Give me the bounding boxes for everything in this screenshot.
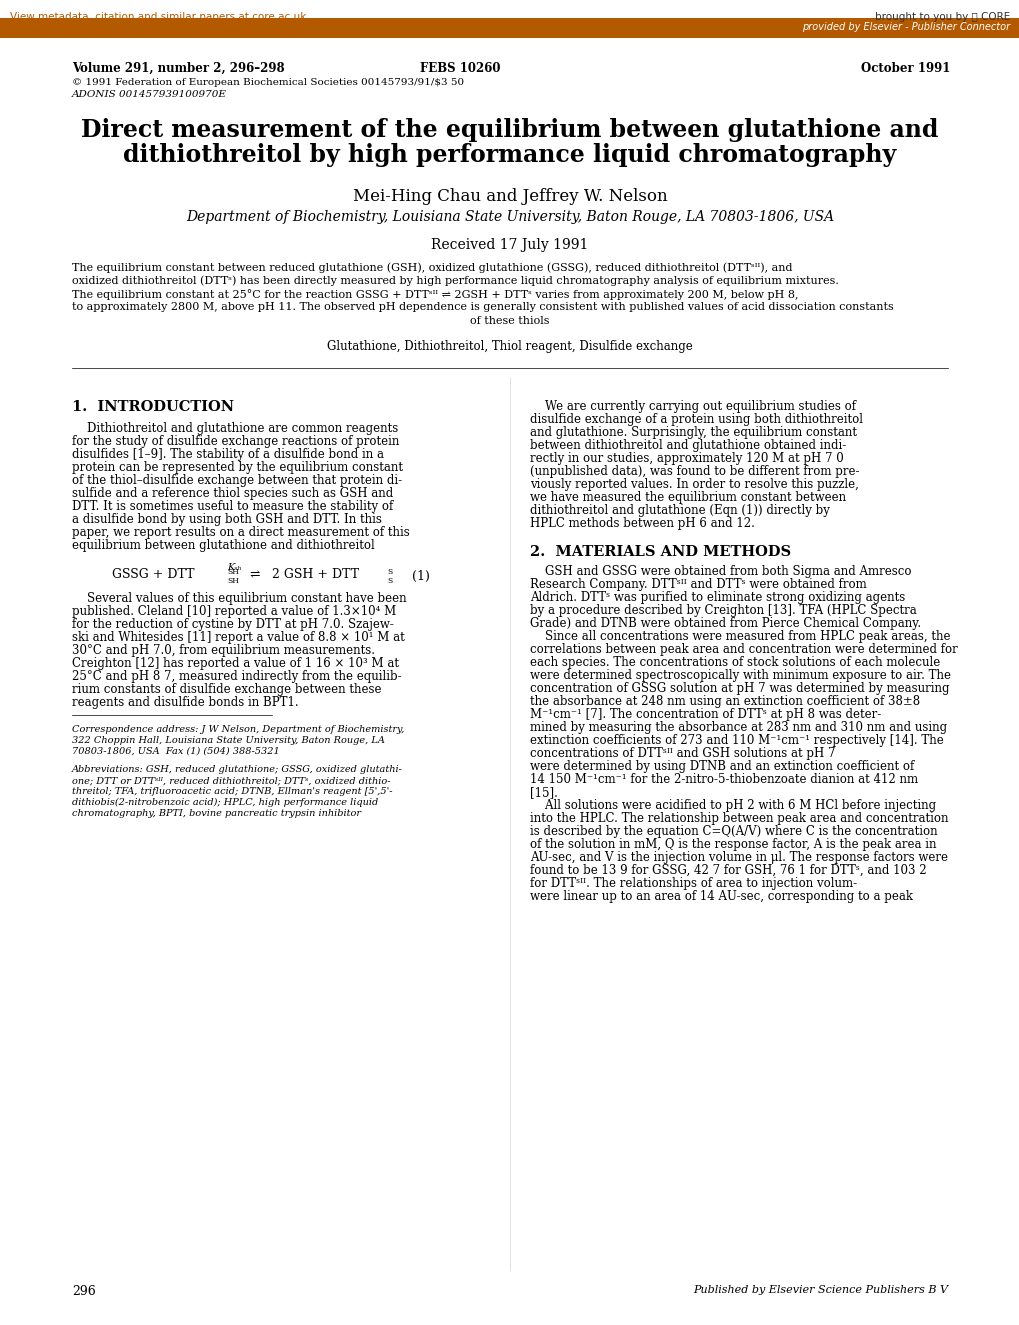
- Text: ⇌: ⇌: [250, 568, 260, 580]
- Text: HPLC methods between pH 6 and 12.: HPLC methods between pH 6 and 12.: [530, 517, 754, 530]
- Text: Glutathione, Dithiothreitol, Thiol reagent, Disulfide exchange: Glutathione, Dithiothreitol, Thiol reage…: [327, 341, 692, 352]
- Text: brought to you by Ⓢ CORE: brought to you by Ⓢ CORE: [874, 12, 1009, 23]
- Text: the absorbance at 248 nm using an extinction coefficient of 38±8: the absorbance at 248 nm using an extinc…: [530, 696, 919, 708]
- Text: to approximately 2800 M, above pH 11. The observed pH dependence is generally co: to approximately 2800 M, above pH 11. Th…: [72, 302, 893, 313]
- Text: AU-sec, and V is the injection volume in μl. The response factors were: AU-sec, and V is the injection volume in…: [530, 851, 947, 864]
- Text: mined by measuring the absorbance at 283 nm and 310 nm and using: mined by measuring the absorbance at 283…: [530, 721, 947, 734]
- Text: threitol; TFA, trifluoroacetic acid; DTNB, Ellman's reagent [5',5'-: threitol; TFA, trifluoroacetic acid; DTN…: [72, 787, 392, 796]
- Text: each species. The concentrations of stock solutions of each molecule: each species. The concentrations of stoc…: [530, 656, 940, 669]
- Bar: [0, 19, 1019, 38]
- Text: concentrations of DTTˢᴵᴵ and GSH solutions at pH 7: concentrations of DTTˢᴵᴵ and GSH solutio…: [530, 747, 835, 761]
- Text: Abbreviations: GSH, reduced glutathione; GSSG, oxidized glutathi-: Abbreviations: GSH, reduced glutathione;…: [72, 765, 403, 774]
- Text: disulfides [1–9]. The stability of a disulfide bond in a: disulfides [1–9]. The stability of a dis…: [72, 448, 383, 461]
- Text: (unpublished data), was found to be different from pre-: (unpublished data), was found to be diff…: [530, 465, 859, 478]
- Text: and glutathione. Surprisingly, the equilibrium constant: and glutathione. Surprisingly, the equil…: [530, 427, 856, 439]
- Text: correlations between peak area and concentration were determined for: correlations between peak area and conce…: [530, 643, 957, 656]
- Text: Volume 291, number 2, 296–298: Volume 291, number 2, 296–298: [72, 62, 284, 76]
- Text: Direct measurement of the equilibrium between glutathione and: Direct measurement of the equilibrium be…: [82, 118, 937, 142]
- Text: We are currently carrying out equilibrium studies of: We are currently carrying out equilibriu…: [530, 400, 855, 413]
- Text: Correspondence address: J W Nelson, Department of Biochemistry,: Correspondence address: J W Nelson, Depa…: [72, 725, 404, 734]
- Text: for the study of disulfide exchange reactions of protein: for the study of disulfide exchange reac…: [72, 435, 399, 448]
- Text: Mei-Hing Chau and Jeffrey W. Nelson: Mei-Hing Chau and Jeffrey W. Nelson: [353, 188, 666, 205]
- Text: dithiothreitol by high performance liquid chromatography: dithiothreitol by high performance liqui…: [123, 143, 896, 167]
- Text: found to be 13 9 for GSSG, 42 7 for GSH, 76 1 for DTTˢ, and 103 2: found to be 13 9 for GSSG, 42 7 for GSH,…: [530, 864, 925, 877]
- Text: Published by Elsevier Science Publishers B V: Published by Elsevier Science Publishers…: [692, 1285, 947, 1295]
- Text: FEBS 10260: FEBS 10260: [420, 62, 499, 76]
- Text: dithiothreitol and glutathione (Eqn (1)) directly by: dithiothreitol and glutathione (Eqn (1))…: [530, 504, 829, 517]
- Text: published. Cleland [10] reported a value of 1.3×10⁴ M: published. Cleland [10] reported a value…: [72, 606, 395, 617]
- Text: 25°C and pH 8 7, measured indirectly from the equilib-: 25°C and pH 8 7, measured indirectly fro…: [72, 670, 401, 682]
- Text: viously reported values. In order to resolve this puzzle,: viously reported values. In order to res…: [530, 478, 858, 492]
- Text: were linear up to an area of 14 AU-sec, corresponding to a peak: were linear up to an area of 14 AU-sec, …: [530, 890, 912, 904]
- Text: paper, we report results on a direct measurement of this: paper, we report results on a direct mea…: [72, 526, 410, 539]
- Text: SH
SH: SH SH: [227, 568, 238, 586]
- Text: by a procedure described by Creighton [13]. TFA (HPLC Spectra: by a procedure described by Creighton [1…: [530, 604, 916, 617]
- Text: Creighton [12] has reported a value of 1 16 × 10³ M at: Creighton [12] has reported a value of 1…: [72, 657, 398, 670]
- Text: Dithiothreitol and glutathione are common reagents: Dithiothreitol and glutathione are commo…: [72, 421, 397, 435]
- Text: rectly in our studies, approximately 120 M at pH 7 0: rectly in our studies, approximately 120…: [530, 452, 843, 465]
- Text: (1): (1): [412, 570, 429, 583]
- Text: equilibrium between glutathione and dithiothreitol: equilibrium between glutathione and dith…: [72, 539, 374, 553]
- Text: oxidized dithiothreitol (DTTˢ) has been directly measured by high performance li: oxidized dithiothreitol (DTTˢ) has been …: [72, 276, 838, 286]
- Text: S
S: S S: [386, 568, 392, 586]
- Text: of the thiol–disulfide exchange between that protein di-: of the thiol–disulfide exchange between …: [72, 474, 401, 488]
- Text: [15].: [15].: [530, 786, 557, 799]
- Text: Department of Biochemistry, Louisiana State University, Baton Rouge, LA 70803-18: Department of Biochemistry, Louisiana St…: [185, 209, 834, 224]
- Text: of these thiols: of these thiols: [470, 315, 549, 326]
- Text: GSH and GSSG were obtained from both Sigma and Amresco: GSH and GSSG were obtained from both Sig…: [530, 564, 911, 578]
- Text: 2 GSH + DTT: 2 GSH + DTT: [272, 568, 359, 580]
- Text: Kₛₕ: Kₛₕ: [227, 563, 242, 572]
- Text: Research Company. DTTˢᴵᴵ and DTTˢ were obtained from: Research Company. DTTˢᴵᴵ and DTTˢ were o…: [530, 578, 866, 591]
- Text: Aldrich. DTTˢ was purified to eliminate strong oxidizing agents: Aldrich. DTTˢ was purified to eliminate …: [530, 591, 905, 604]
- Text: ski and Whitesides [11] report a value of 8.8 × 10¹ M at: ski and Whitesides [11] report a value o…: [72, 631, 405, 644]
- Text: disulfide exchange of a protein using both dithiothreitol: disulfide exchange of a protein using bo…: [530, 413, 862, 427]
- Text: chromatography, BPTI, bovine pancreatic trypsin inhibitor: chromatography, BPTI, bovine pancreatic …: [72, 810, 361, 818]
- Text: The equilibrium constant between reduced glutathione (GSH), oxidized glutathione: The equilibrium constant between reduced…: [72, 262, 792, 273]
- Text: 296: 296: [72, 1285, 96, 1298]
- Text: of the solution in mM, Q is the response factor, A is the peak area in: of the solution in mM, Q is the response…: [530, 837, 935, 851]
- Text: extinction coefficients of 273 and 110 M⁻¹cm⁻¹ respectively [14]. The: extinction coefficients of 273 and 110 M…: [530, 734, 943, 747]
- Text: into the HPLC. The relationship between peak area and concentration: into the HPLC. The relationship between …: [530, 812, 948, 825]
- Text: were determined spectroscopically with minimum exposure to air. The: were determined spectroscopically with m…: [530, 669, 950, 682]
- Text: © 1991 Federation of European Biochemical Societies 00145793/91/$3 50: © 1991 Federation of European Biochemica…: [72, 78, 464, 87]
- Text: M⁻¹cm⁻¹ [7]. The concentration of DTTˢ at pH 8 was deter-: M⁻¹cm⁻¹ [7]. The concentration of DTTˢ a…: [530, 708, 880, 721]
- Text: Received 17 July 1991: Received 17 July 1991: [431, 238, 588, 252]
- Text: 30°C and pH 7.0, from equilibrium measurements.: 30°C and pH 7.0, from equilibrium measur…: [72, 644, 375, 657]
- Text: protein can be represented by the equilibrium constant: protein can be represented by the equili…: [72, 461, 403, 474]
- Text: for the reduction of cystine by DTT at pH 7.0. Szajew-: for the reduction of cystine by DTT at p…: [72, 617, 393, 631]
- Text: rium constants of disulfide exchange between these: rium constants of disulfide exchange bet…: [72, 682, 381, 696]
- Text: 322 Choppin Hall, Louisiana State University, Baton Rouge, LA: 322 Choppin Hall, Louisiana State Univer…: [72, 735, 384, 745]
- Text: 70803-1806, USA  Fax (1) (504) 388-5321: 70803-1806, USA Fax (1) (504) 388-5321: [72, 747, 279, 757]
- Text: GSSG + DTT: GSSG + DTT: [112, 568, 195, 580]
- Text: between dithiothreitol and glutathione obtained indi-: between dithiothreitol and glutathione o…: [530, 439, 846, 452]
- Text: were determined by using DTNB and an extinction coefficient of: were determined by using DTNB and an ext…: [530, 761, 913, 772]
- Text: October 1991: October 1991: [860, 62, 949, 76]
- Text: for DTTˢᴵᴵ. The relationships of area to injection volum-: for DTTˢᴵᴵ. The relationships of area to…: [530, 877, 856, 890]
- Text: DTT. It is sometimes useful to measure the stability of: DTT. It is sometimes useful to measure t…: [72, 500, 393, 513]
- Text: provided by Elsevier - Publisher Connector: provided by Elsevier - Publisher Connect…: [801, 23, 1009, 32]
- Text: we have measured the equilibrium constant between: we have measured the equilibrium constan…: [530, 492, 846, 504]
- Text: sulfide and a reference thiol species such as GSH and: sulfide and a reference thiol species su…: [72, 488, 393, 500]
- Text: The equilibrium constant at 25°C for the reaction GSSG + DTTˢᴵᴵ ⇌ 2GSH + DTTˢ va: The equilibrium constant at 25°C for the…: [72, 289, 798, 299]
- Text: Grade) and DTNB were obtained from Pierce Chemical Company.: Grade) and DTNB were obtained from Pierc…: [530, 617, 920, 629]
- Text: reagents and disulfide bonds in BPT1.: reagents and disulfide bonds in BPT1.: [72, 696, 299, 709]
- Text: is described by the equation C=Q(A/V) where C is the concentration: is described by the equation C=Q(A/V) wh…: [530, 825, 936, 837]
- Text: one; DTT or DTTˢᴵᴵ, reduced dithiothreitol; DTTˢ, oxidized dithio-: one; DTT or DTTˢᴵᴵ, reduced dithiothreit…: [72, 776, 390, 784]
- Text: concentration of GSSG solution at pH 7 was determined by measuring: concentration of GSSG solution at pH 7 w…: [530, 682, 949, 696]
- Text: Since all concentrations were measured from HPLC peak areas, the: Since all concentrations were measured f…: [530, 629, 950, 643]
- Text: dithiobis(2-nitrobenzoic acid); HPLC, high performance liquid: dithiobis(2-nitrobenzoic acid); HPLC, hi…: [72, 798, 378, 807]
- Text: All solutions were acidified to pH 2 with 6 M HCl before injecting: All solutions were acidified to pH 2 wit…: [530, 799, 935, 812]
- Text: View metadata, citation and similar papers at core.ac.uk: View metadata, citation and similar pape…: [10, 12, 306, 23]
- Text: 14 150 M⁻¹cm⁻¹ for the 2-nitro-5-thiobenzoate dianion at 412 nm: 14 150 M⁻¹cm⁻¹ for the 2-nitro-5-thioben…: [530, 772, 917, 786]
- Text: 1.  INTRODUCTION: 1. INTRODUCTION: [72, 400, 234, 413]
- Text: a disulfide bond by using both GSH and DTT. In this: a disulfide bond by using both GSH and D…: [72, 513, 381, 526]
- Text: Several values of this equilibrium constant have been: Several values of this equilibrium const…: [72, 592, 407, 606]
- Text: 2.  MATERIALS AND METHODS: 2. MATERIALS AND METHODS: [530, 545, 791, 559]
- Text: ADONIS 001457939100970E: ADONIS 001457939100970E: [72, 90, 227, 99]
